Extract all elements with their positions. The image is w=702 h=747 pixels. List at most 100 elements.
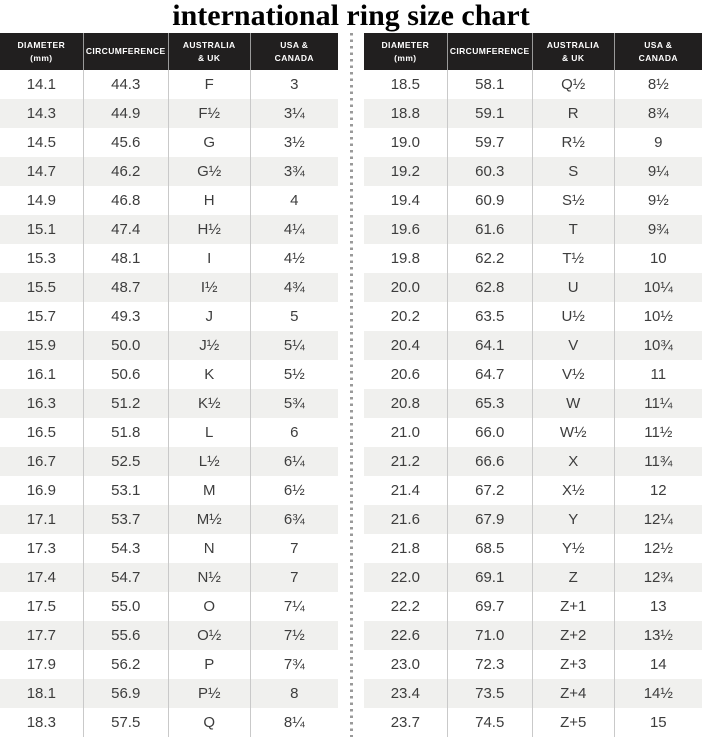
cell-diameter: 22.0 <box>390 569 420 586</box>
cell-diameter: 21.6 <box>390 511 420 528</box>
cell-circumference: 45.6 <box>82 128 169 157</box>
cell-usa-canada: 6¾ <box>249 505 338 534</box>
cell-diameter: 17.5 <box>26 598 56 615</box>
cell-circumference: 48.1 <box>82 244 169 273</box>
table-row: 18.5 58.1 Q½ 8½ <box>364 70 702 99</box>
cell-australia-uk: G <box>167 128 251 157</box>
cell-circumference: 56.2 <box>82 650 169 679</box>
cell-usa-canada: 6 <box>249 418 338 447</box>
cell-diameter: 16.1 <box>26 366 56 383</box>
cell-usa-canada: 14 <box>613 650 702 679</box>
cell-australia-uk: F½ <box>167 99 251 128</box>
cell-australia-uk: Z+1 <box>531 592 615 621</box>
cell-australia-uk: W½ <box>531 418 615 447</box>
cell-australia-uk: V <box>531 331 615 360</box>
cell-diameter: 21.2 <box>390 453 420 470</box>
cell-usa-canada: 11 <box>613 360 702 389</box>
cell-usa-canada: 6½ <box>249 476 338 505</box>
cell-australia-uk: T½ <box>531 244 615 273</box>
cell-australia-uk: L½ <box>167 447 251 476</box>
cell-usa-canada: 9½ <box>613 186 702 215</box>
cell-circumference: 51.2 <box>82 389 169 418</box>
cell-diameter: 17.9 <box>26 656 56 673</box>
cell-usa-canada: 5¾ <box>249 389 338 418</box>
cell-diameter: 15.3 <box>26 250 56 267</box>
table-row: 17.9 56.2 P 7¾ <box>0 650 338 679</box>
cell-australia-uk: Q <box>167 708 251 737</box>
table-row: 21.4 67.2 X½ 12 <box>364 476 702 505</box>
cell-usa-canada: 10 <box>613 244 702 273</box>
cell-diameter: 20.2 <box>390 308 420 325</box>
cell-australia-uk: F <box>167 70 251 99</box>
cell-circumference: 56.9 <box>82 679 169 708</box>
cell-diameter: 17.3 <box>26 540 56 557</box>
cell-diameter: 14.5 <box>26 134 56 151</box>
table-row: 20.4 64.1 V 10¾ <box>364 331 702 360</box>
cell-australia-uk: W <box>531 389 615 418</box>
header-row: DIAMETER (mm) CIRCUMFERENCE AUSTRALIA & UK… <box>0 33 338 70</box>
cell-diameter: 18.8 <box>390 105 420 122</box>
cell-australia-uk: K <box>167 360 251 389</box>
cell-australia-uk: P½ <box>167 679 251 708</box>
table-row: 20.8 65.3 W 11¼ <box>364 389 702 418</box>
cell-usa-canada: 5¼ <box>249 331 338 360</box>
cell-australia-uk: Z+5 <box>531 708 615 737</box>
cell-circumference: 47.4 <box>82 215 169 244</box>
cell-circumference: 44.3 <box>82 70 169 99</box>
cell-usa-canada: 7 <box>249 534 338 563</box>
cell-diameter: 23.4 <box>390 685 420 702</box>
cell-usa-canada: 7 <box>249 563 338 592</box>
cell-circumference: 46.8 <box>82 186 169 215</box>
cell-usa-canada: 12¾ <box>613 563 702 592</box>
cell-circumference: 74.5 <box>446 708 533 737</box>
table-row: 16.1 50.6 K 5½ <box>0 360 338 389</box>
table-row: 20.6 64.7 V½ 11 <box>364 360 702 389</box>
cell-circumference: 54.7 <box>82 563 169 592</box>
table-row: 17.3 54.3 N 7 <box>0 534 338 563</box>
cell-circumference: 73.5 <box>446 679 533 708</box>
cell-diameter: 14.1 <box>26 76 56 93</box>
cell-usa-canada: 10¾ <box>613 331 702 360</box>
cell-circumference: 49.3 <box>82 302 169 331</box>
cell-diameter: 19.8 <box>390 250 420 267</box>
cell-australia-uk: Z+2 <box>531 621 615 650</box>
cell-circumference: 54.3 <box>82 534 169 563</box>
table-row: 21.2 66.6 X 11¾ <box>364 447 702 476</box>
cell-usa-canada: 4½ <box>249 244 338 273</box>
cell-diameter: 19.4 <box>390 192 420 209</box>
cell-usa-canada: 14½ <box>613 679 702 708</box>
cell-diameter: 16.3 <box>26 395 56 412</box>
cell-diameter: 17.4 <box>26 569 56 586</box>
cell-australia-uk: Q½ <box>531 70 615 99</box>
table-row: 23.0 72.3 Z+3 14 <box>364 650 702 679</box>
table-row: 22.6 71.0 Z+2 13½ <box>364 621 702 650</box>
cell-usa-canada: 5 <box>249 302 338 331</box>
cell-diameter: 15.9 <box>26 337 56 354</box>
table-row: 19.8 62.2 T½ 10 <box>364 244 702 273</box>
cell-australia-uk: K½ <box>167 389 251 418</box>
cell-australia-uk: P <box>167 650 251 679</box>
cell-australia-uk: U <box>531 273 615 302</box>
cell-circumference: 69.1 <box>446 563 533 592</box>
cell-usa-canada: 3¼ <box>249 99 338 128</box>
cell-australia-uk: G½ <box>167 157 251 186</box>
table-row: 16.7 52.5 L½ 6¼ <box>0 447 338 476</box>
cell-australia-uk: X½ <box>531 476 615 505</box>
cell-diameter: 14.3 <box>26 105 56 122</box>
cell-usa-canada: 9¾ <box>613 215 702 244</box>
table-row: 17.7 55.6 O½ 7½ <box>0 621 338 650</box>
cell-usa-canada: 7¾ <box>249 650 338 679</box>
header-row: DIAMETER (mm) CIRCUMFERENCE AUSTRALIA & UK… <box>364 33 702 70</box>
cell-usa-canada: 5½ <box>249 360 338 389</box>
cell-usa-canada: 12 <box>613 476 702 505</box>
cell-australia-uk: Y <box>531 505 615 534</box>
cell-circumference: 67.2 <box>446 476 533 505</box>
ring-size-table-right: DIAMETER (mm) CIRCUMFERENCE AUSTRALIA & UK… <box>364 33 702 737</box>
page-title: international ring size chart <box>172 0 530 32</box>
cell-diameter: 14.9 <box>26 192 56 209</box>
cell-circumference: 65.3 <box>446 389 533 418</box>
column-header-1: CIRCUMFERENCE <box>82 33 169 70</box>
table-row: 22.0 69.1 Z 12¾ <box>364 563 702 592</box>
cell-circumference: 53.7 <box>82 505 169 534</box>
